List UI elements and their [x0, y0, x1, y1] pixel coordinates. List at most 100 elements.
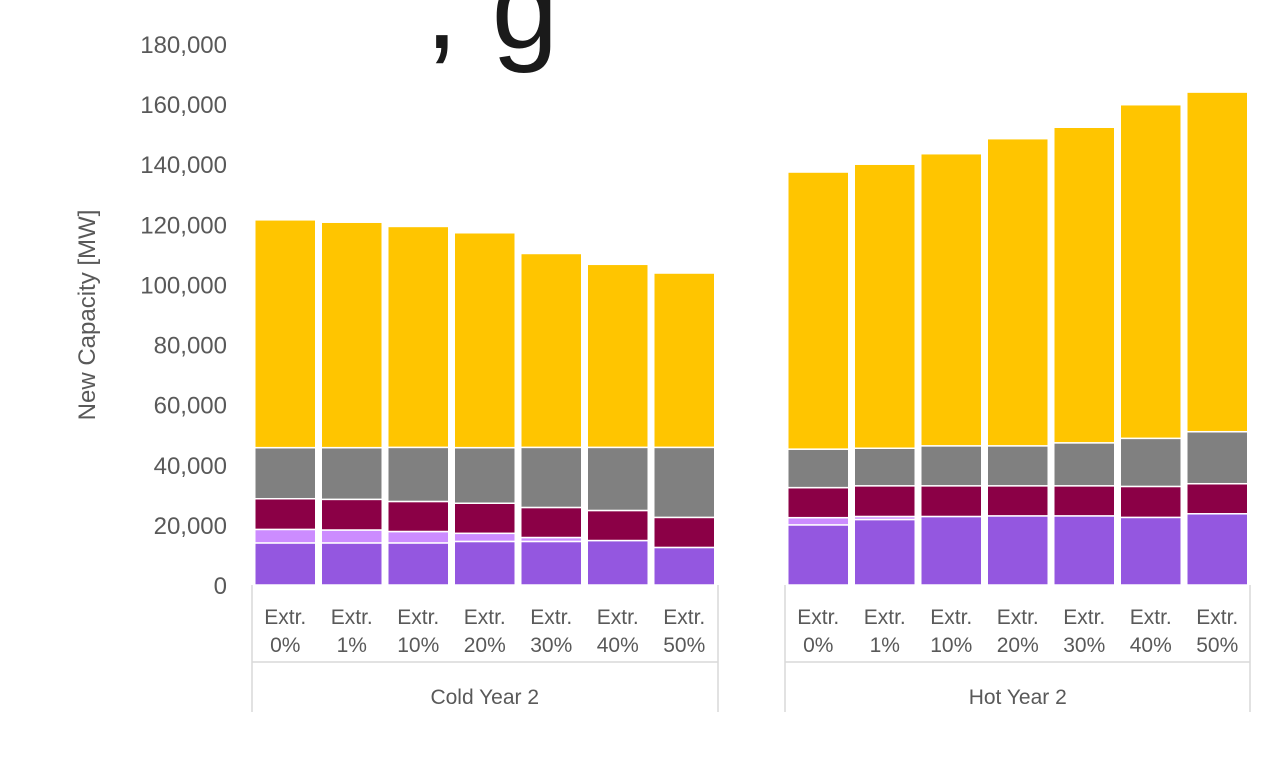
- bar-segment: [387, 446, 450, 503]
- category-label: 0%: [270, 634, 300, 657]
- category-label: Extr.: [1063, 606, 1105, 629]
- bar-segment: [453, 540, 516, 586]
- bar-segment: [1053, 485, 1116, 517]
- bar-segment: [320, 498, 383, 531]
- bar-segment: [787, 516, 850, 526]
- category-label: Extr.: [597, 606, 639, 629]
- bar-segment: [320, 529, 383, 544]
- y-tick-label: 140,000: [140, 152, 227, 179]
- y-tick-label: 60,000: [154, 393, 227, 420]
- bar-segment: [320, 446, 383, 501]
- category-label: Extr.: [1196, 606, 1238, 629]
- category-label: Extr.: [797, 606, 839, 629]
- bar-segment: [453, 502, 516, 535]
- bar-segment: [387, 225, 450, 449]
- bar-segment: [1186, 513, 1249, 586]
- category-label: Extr.: [530, 606, 572, 629]
- bar-segment: [254, 542, 317, 586]
- bar-segment: [586, 263, 649, 449]
- category-label: Extr.: [464, 606, 506, 629]
- bar-segment: [1186, 430, 1249, 485]
- bar-segment: [1186, 91, 1249, 433]
- category-label: Extr.: [663, 606, 705, 629]
- bar-segment: [520, 540, 583, 586]
- bar-segment: [453, 446, 516, 504]
- title-fragment: , g: [425, 0, 558, 74]
- bar-segment: [787, 486, 850, 519]
- y-axis-title: New Capacity [MW]: [74, 210, 101, 421]
- bar-segment: [254, 528, 317, 544]
- y-tick-label: 180,000: [140, 32, 227, 59]
- category-label: Extr.: [1130, 606, 1172, 629]
- group-label: Hot Year 2: [969, 686, 1067, 709]
- bar-segment: [853, 163, 916, 449]
- bar-segment: [787, 448, 850, 489]
- category-label: Extr.: [997, 606, 1039, 629]
- category-label: 50%: [663, 634, 705, 657]
- category-label: 1%: [337, 634, 367, 657]
- bar-segment: [520, 506, 583, 539]
- category-label: 30%: [530, 634, 572, 657]
- bar-segment: [387, 530, 450, 544]
- bar-segment: [254, 219, 317, 449]
- bar-segment: [986, 515, 1049, 586]
- category-label: 1%: [870, 634, 900, 657]
- bar-segment: [254, 446, 317, 500]
- bar-segment: [853, 518, 916, 586]
- plot-area: 0 20,000 40,000 60,000 80,000 100,000 120,000 1…: [140, 32, 1251, 712]
- bar-segment: [986, 137, 1049, 447]
- category-label: Extr.: [331, 606, 373, 629]
- bar-segment: [920, 152, 983, 447]
- bar-segment: [920, 515, 983, 586]
- category-label: 20%: [997, 634, 1039, 657]
- bar-segment: [586, 446, 649, 512]
- bar-segment: [387, 542, 450, 586]
- bar-segment: [787, 524, 850, 586]
- bar-segment: [653, 516, 716, 549]
- bar-segment: [1053, 442, 1116, 487]
- bar-segment: [453, 532, 516, 543]
- category-label: Extr.: [930, 606, 972, 629]
- bar-segment: [853, 485, 916, 518]
- bar-segment: [986, 445, 1049, 487]
- bar-segment: [1119, 103, 1182, 440]
- bar-segment: [254, 497, 317, 531]
- bar-segment: [653, 272, 716, 449]
- bar-segment: [986, 485, 1049, 517]
- bar-segment: [1053, 126, 1116, 444]
- bar-segment: [920, 485, 983, 518]
- category-label: 0%: [803, 634, 833, 657]
- bar-segment: [1053, 515, 1116, 586]
- bar-segment: [1186, 482, 1249, 515]
- category-label: 10%: [930, 634, 972, 657]
- category-label: Extr.: [264, 606, 306, 629]
- bar-segment: [1119, 437, 1182, 488]
- y-tick-label: 40,000: [154, 453, 227, 480]
- bar-segment: [520, 446, 583, 509]
- y-tick-label: 80,000: [154, 333, 227, 360]
- bar-segment: [1119, 516, 1182, 586]
- bar-segment: [653, 546, 716, 586]
- category-label: Extr.: [397, 606, 439, 629]
- bar-segment: [453, 231, 516, 449]
- bar-segment: [853, 447, 916, 487]
- bar-segment: [586, 509, 649, 542]
- category-label: 50%: [1196, 634, 1238, 657]
- y-tick-label: 20,000: [154, 513, 227, 540]
- bar-segment: [320, 542, 383, 586]
- y-tick-label: 120,000: [140, 212, 227, 239]
- bar-segment: [520, 252, 583, 449]
- bar-segment: [586, 539, 649, 586]
- category-label: 20%: [464, 634, 506, 657]
- bar-segment: [320, 221, 383, 449]
- group-label: Cold Year 2: [430, 686, 539, 709]
- y-tick-label: 100,000: [140, 272, 227, 299]
- category-label: 10%: [397, 634, 439, 657]
- category-label: 40%: [597, 634, 639, 657]
- bar-segment: [1119, 485, 1182, 519]
- category-label: 30%: [1063, 634, 1105, 657]
- category-label: 40%: [1130, 634, 1172, 657]
- bar-segment: [787, 171, 850, 450]
- bar-segment: [653, 446, 716, 519]
